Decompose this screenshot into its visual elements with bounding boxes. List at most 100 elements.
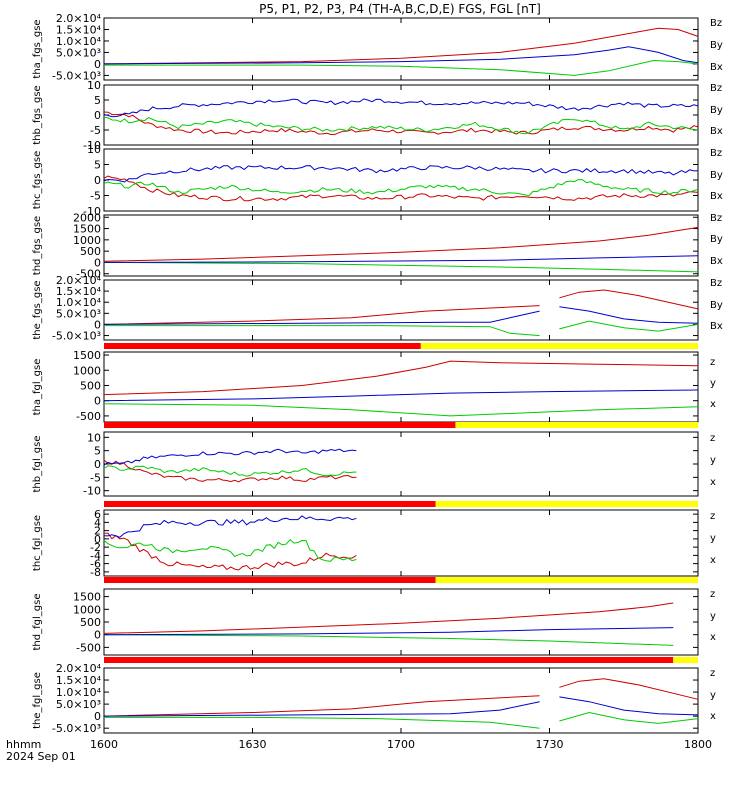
series-By-line <box>104 320 699 337</box>
y-tick-label: 5.0×10³ <box>56 307 101 320</box>
y-tick-label: -10 <box>83 139 101 152</box>
panel-tha_fgl_gse: 1500 1000 500 0 -500 tha_fgl_gse zyx <box>32 349 716 428</box>
y-axis-label: tha_fgs_gse <box>32 19 43 78</box>
legend-x: x <box>710 711 716 722</box>
panel-frame <box>103 509 699 577</box>
y-tick-label: -5.0×10³ <box>52 330 101 343</box>
x-tick-label: 1630 <box>239 738 267 751</box>
y-tick-label: 1500 <box>73 591 101 604</box>
y-tick-label: -5.0×10³ <box>52 722 101 735</box>
y-tick-label: 1.5×10⁴ <box>56 285 102 298</box>
legend-x: x <box>710 477 716 488</box>
y-tick-label: 10 <box>87 79 101 92</box>
y-tick-label: -5 <box>90 190 101 203</box>
x-tick-label: 1700 <box>387 738 415 751</box>
panel-frame <box>103 667 699 734</box>
series-x-line <box>103 627 674 636</box>
y-tick-label: 0 <box>94 109 101 122</box>
legend-By: By <box>710 170 723 181</box>
panel-frame <box>103 351 699 423</box>
y-tick-label: -5.0×10³ <box>52 69 101 82</box>
series-z-line <box>104 532 357 571</box>
legend-z: z <box>710 589 715 600</box>
x-tick-label: 1600 <box>90 738 118 751</box>
legend-y: y <box>710 690 716 701</box>
series-z-line <box>103 678 699 717</box>
panel-frame <box>103 588 699 656</box>
panel-frame <box>103 279 699 341</box>
legend-z: z <box>710 511 715 522</box>
legend-Bx: Bx <box>710 321 723 332</box>
legend-By: By <box>710 40 723 51</box>
status-bar-segment <box>104 343 421 349</box>
status-bar-segment <box>104 501 436 507</box>
y-axis-label: thc_fgs_gse <box>32 151 43 210</box>
y-tick-label: 2.0×10⁴ <box>56 12 102 25</box>
y-tick-label: 0 <box>94 395 101 408</box>
series-By-line <box>103 179 699 197</box>
plot-title: P5, P1, P2, P3, P4 (TH-A,B,C,D,E) FGS, F… <box>259 2 541 16</box>
legend-z: z <box>710 433 715 444</box>
panel-thb_fgs_gse: 10 5 0 -5 -10 thb_fgs_gse Bz By Bx <box>32 79 723 152</box>
legend-Bx: Bx <box>710 256 723 267</box>
y-tick-label: -6 <box>90 558 101 571</box>
y-tick-label: 2000 <box>73 211 101 224</box>
y-tick-label: -500 <box>76 268 101 281</box>
y-tick-label: 0 <box>94 256 101 269</box>
y-tick-label: 10 <box>87 431 101 444</box>
panel-frame <box>103 214 699 277</box>
y-tick-label: 0 <box>94 629 101 642</box>
series-z-line <box>103 360 699 396</box>
series-x-line <box>103 515 357 538</box>
series-x-line <box>103 389 699 402</box>
y-tick-label: 2.0×10⁴ <box>56 274 102 287</box>
status-bar-segment <box>435 577 698 583</box>
y-axis-label: thb_fgl_gse <box>32 436 43 493</box>
series-y-line <box>103 465 357 477</box>
x-axis-unit-label: hhmm <box>6 738 41 751</box>
y-tick-label: 500 <box>80 379 101 392</box>
series-y-line <box>103 634 674 646</box>
y-tick-label: 500 <box>80 245 101 258</box>
y-tick-label: 0 <box>94 174 101 187</box>
legend-Bx: Bx <box>710 62 723 73</box>
legend-x: x <box>710 632 716 643</box>
panel-frame <box>103 84 699 146</box>
series-Bx-line <box>103 255 699 263</box>
y-tick-label: 5 <box>94 445 101 458</box>
y-tick-label: -8 <box>90 566 101 579</box>
series-y-line <box>103 403 699 417</box>
y-tick-label: 500 <box>80 616 101 629</box>
y-tick-label: 5.0×10³ <box>56 46 101 59</box>
y-tick-label: 2.0×10⁴ <box>56 662 102 675</box>
date-label: 2024 Sep 01 <box>6 750 76 763</box>
series-Bx-line <box>103 165 699 183</box>
y-axis-label: tha_fgl_gse <box>32 359 43 416</box>
panel-stack: 2.0×10⁴1.5×10⁴1.0×10⁴5.0×10³0-5.0×10³tha… <box>32 12 723 735</box>
y-axis-label: thd_fgs_gse <box>32 216 43 275</box>
legend-Bx: Bx <box>710 126 723 137</box>
y-axis-label: the_fgl_gse <box>32 672 43 729</box>
y-tick-label: 6 <box>94 508 101 521</box>
series-y-line <box>103 539 357 562</box>
y-tick-label: -500 <box>76 641 101 654</box>
series-Bx-line <box>103 98 699 118</box>
legend-z: z <box>710 357 715 368</box>
y-tick-label: 10 <box>87 143 101 156</box>
series-Bz-line <box>103 226 699 262</box>
panel-frame <box>103 431 699 497</box>
x-axis: 1600 1630 1700 1730 1800 <box>90 738 712 751</box>
y-axis-label: the_fgs_gse <box>32 280 43 339</box>
legend-Bz: Bz <box>710 278 722 289</box>
series-By-line <box>103 116 699 135</box>
series-y-line <box>104 711 699 729</box>
series-Bx-line <box>103 306 699 325</box>
y-tick-label: 1.5×10⁴ <box>56 23 102 36</box>
